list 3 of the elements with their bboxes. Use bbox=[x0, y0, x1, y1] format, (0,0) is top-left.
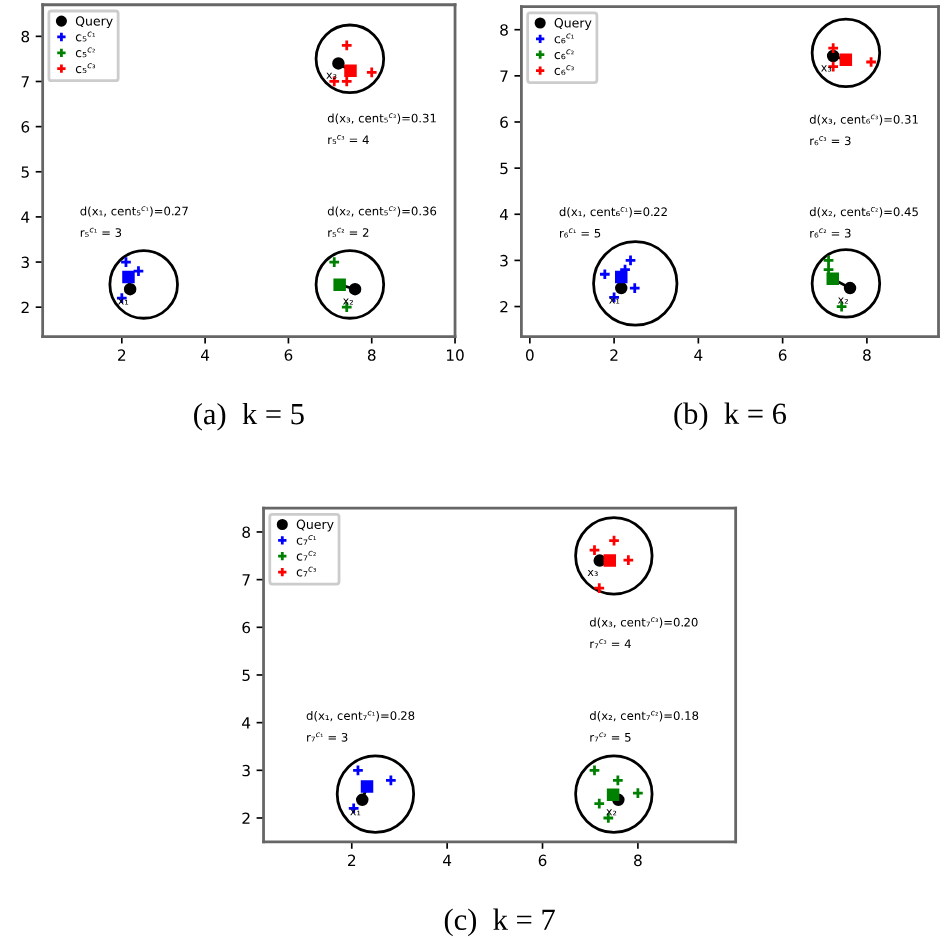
text: (c) k = 7 bbox=[444, 908, 555, 937]
text: (a) k = 5 bbox=[194, 402, 304, 431]
text: (b) k = 6 bbox=[674, 402, 787, 431]
